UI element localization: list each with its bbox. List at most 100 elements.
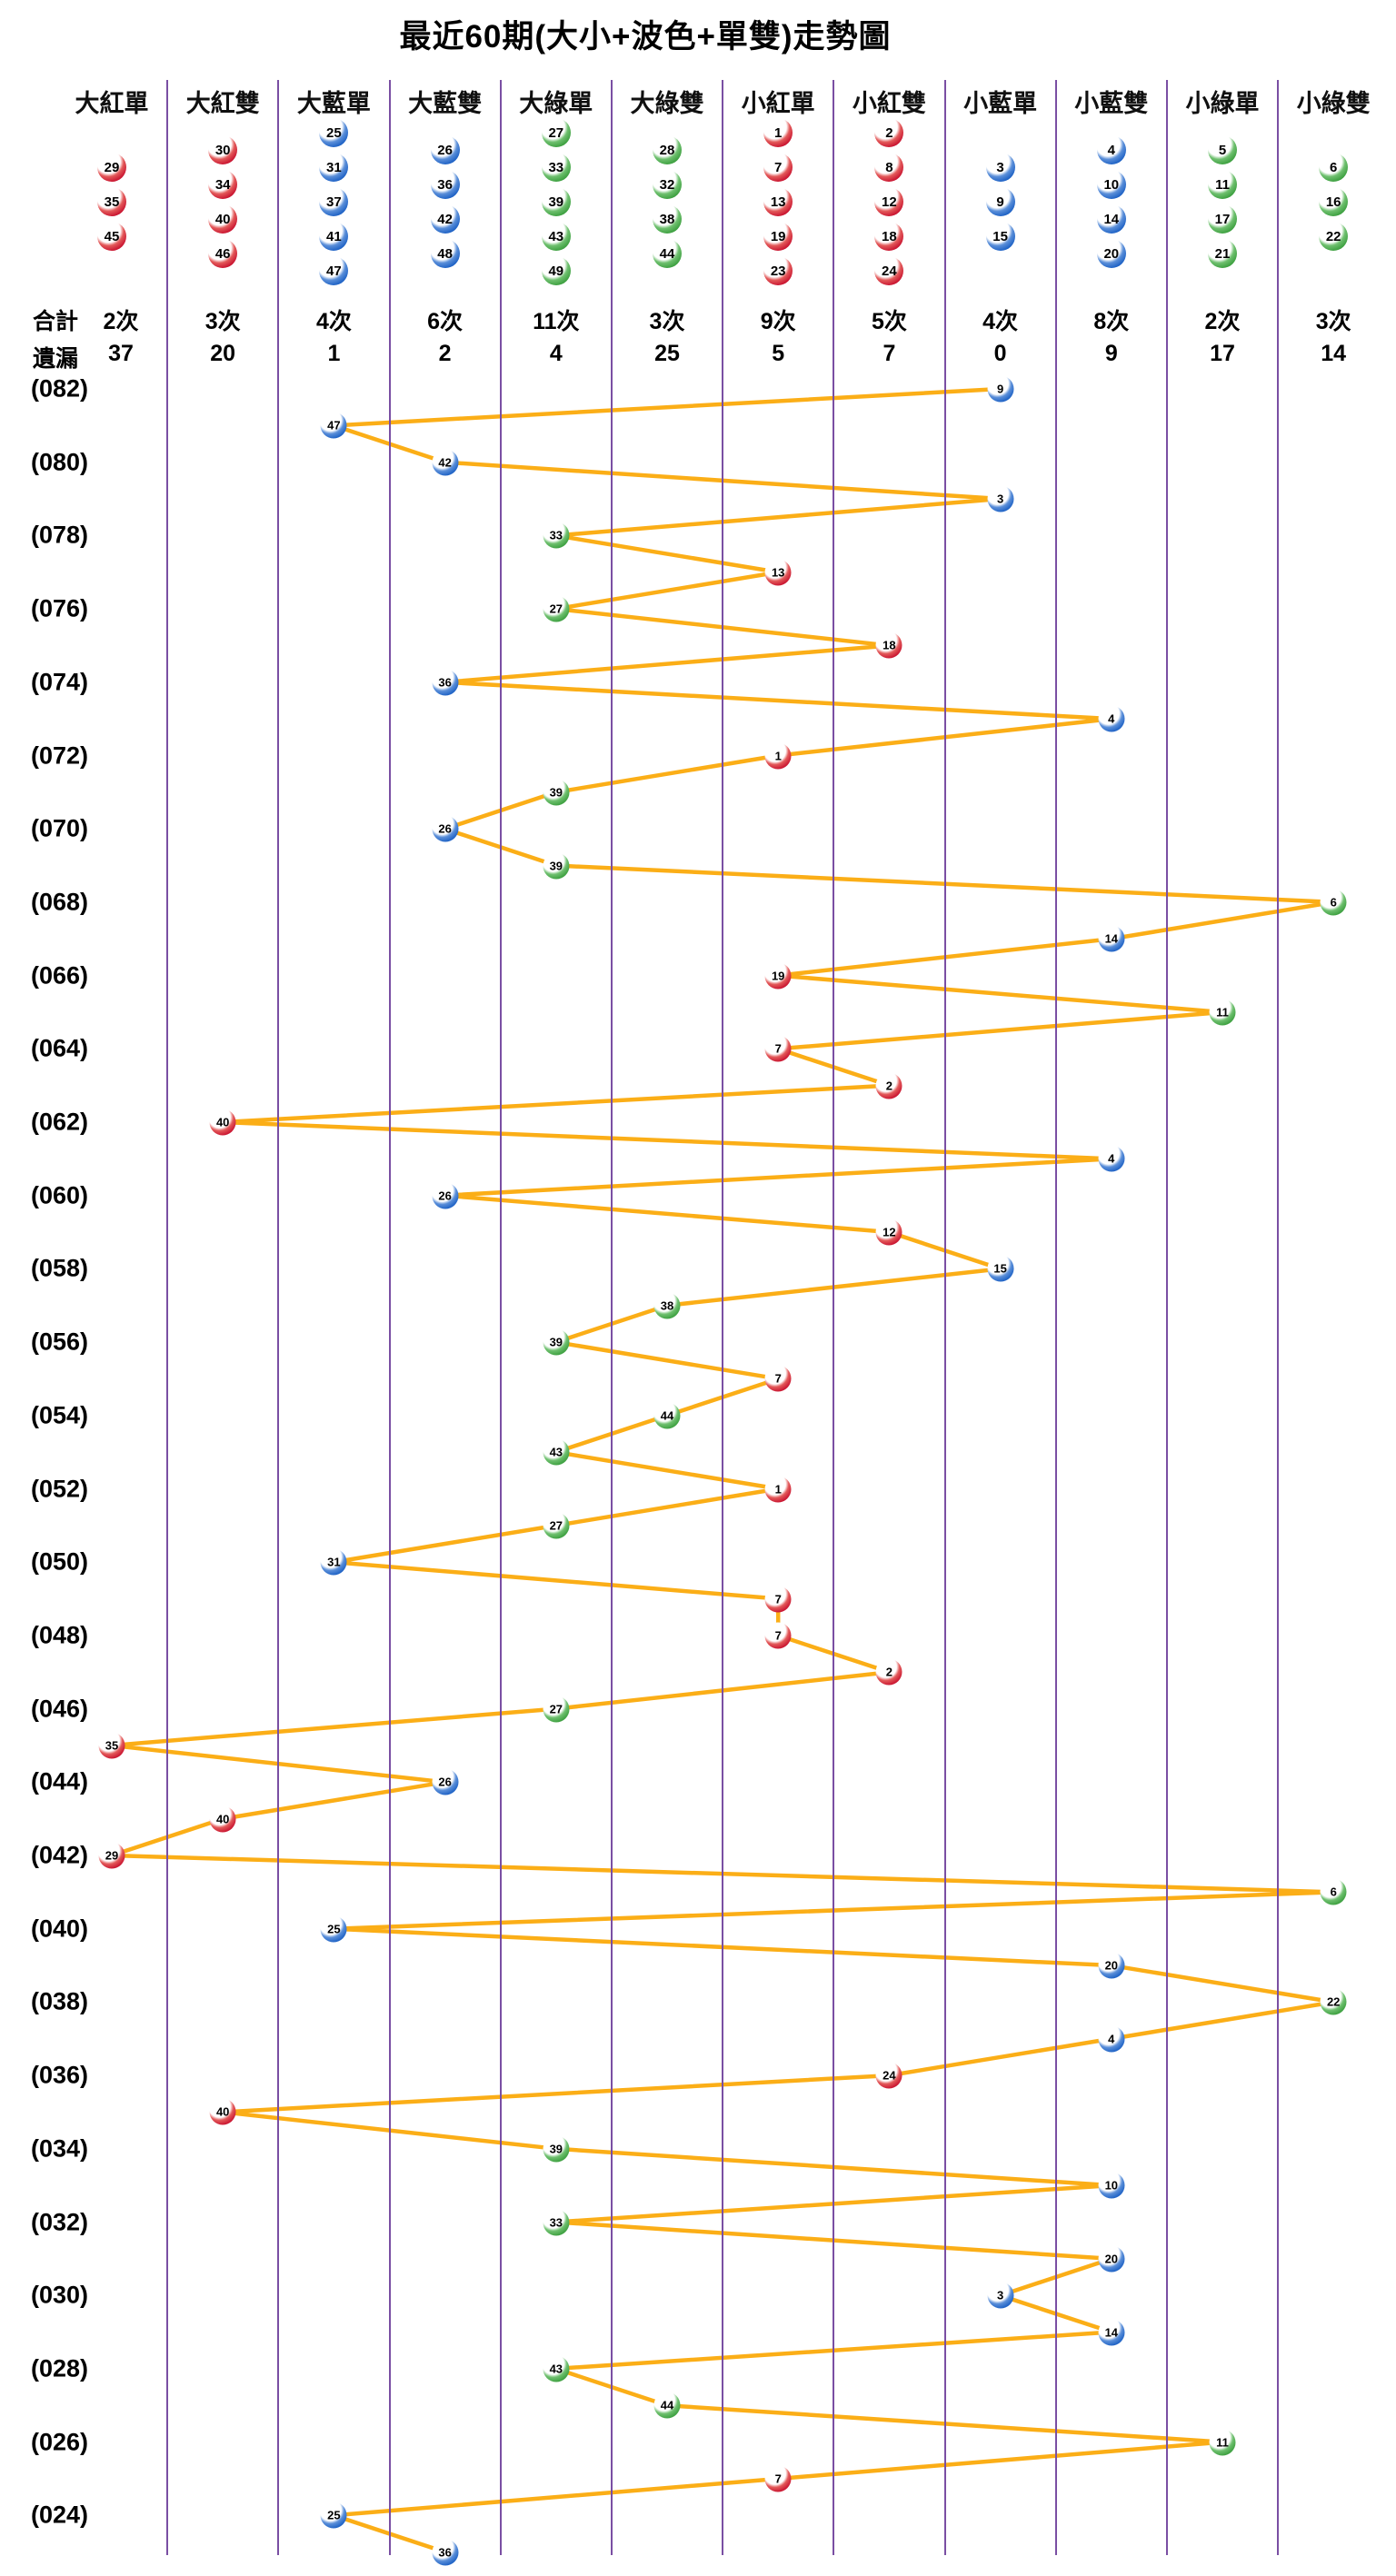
legend-ball: 41 xyxy=(319,222,349,251)
chart-ball-028: 43 xyxy=(543,2355,570,2382)
chart-ball-061: 4 xyxy=(1098,1145,1125,1172)
separator-line xyxy=(277,80,280,2555)
chart-ball-029: 14 xyxy=(1098,2319,1125,2346)
legend-ball: 11 xyxy=(1208,170,1237,199)
legend-ball: 21 xyxy=(1208,239,1237,268)
total-value: 11次 xyxy=(533,309,580,334)
period-label-030: (030) xyxy=(31,2281,89,2309)
legend-ball: 49 xyxy=(541,256,571,285)
separator-line xyxy=(1277,80,1280,2555)
chart-ball-046: 27 xyxy=(543,1696,570,1723)
chart-ball-080: 42 xyxy=(432,449,459,476)
column-header-3: 大藍單 xyxy=(296,90,371,117)
chart-ball-059: 12 xyxy=(875,1218,902,1246)
column-header-5: 大綠單 xyxy=(519,90,593,117)
period-label-042: (042) xyxy=(31,1841,89,1869)
total-value: 9次 xyxy=(760,309,796,334)
chart-ball-065: 11 xyxy=(1209,999,1236,1026)
chart-ball-057: 38 xyxy=(653,1292,681,1319)
legend-ball: 20 xyxy=(1096,239,1126,268)
chart-ball-047: 2 xyxy=(875,1658,902,1686)
chart-ball-036: 24 xyxy=(875,2062,902,2089)
legend-ball: 45 xyxy=(97,222,126,251)
column-header-4: 大藍雙 xyxy=(408,90,483,117)
period-label-072: (072) xyxy=(31,741,89,769)
period-label-044: (044) xyxy=(31,1767,89,1795)
legend-ball: 1 xyxy=(763,118,793,147)
miss-value: 17 xyxy=(1210,341,1235,366)
chart-ball-064: 7 xyxy=(764,1035,792,1062)
period-label-074: (074) xyxy=(31,668,89,696)
legend-ball: 33 xyxy=(541,153,571,182)
legend-ball: 37 xyxy=(319,187,349,216)
chart-ball-060: 26 xyxy=(432,1182,459,1209)
chart-ball-025: 7 xyxy=(764,2465,792,2492)
period-label-034: (034) xyxy=(31,2134,89,2163)
period-label-060: (060) xyxy=(31,1181,89,1209)
legend-ball: 30 xyxy=(208,135,238,164)
legend-ball: 27 xyxy=(541,118,571,147)
legend-ball: 10 xyxy=(1096,170,1126,199)
chart-ball-050: 31 xyxy=(320,1548,347,1576)
chart-ball-034: 39 xyxy=(543,2135,570,2163)
period-label-082: (082) xyxy=(31,374,89,403)
legend-ball: 32 xyxy=(653,170,682,199)
chart-ball-069: 39 xyxy=(543,852,570,880)
chart-ball-075: 18 xyxy=(875,632,902,659)
chart-ball-049: 7 xyxy=(764,1586,792,1613)
column-header-6: 大綠雙 xyxy=(630,90,704,117)
chart-ball-054: 44 xyxy=(653,1402,681,1429)
chart-ball-058: 15 xyxy=(987,1255,1014,1282)
total-value: 2次 xyxy=(1204,309,1241,334)
total-value: 3次 xyxy=(1315,309,1351,334)
miss-row-label: 遺漏 xyxy=(33,346,79,372)
chart-ball-043: 40 xyxy=(209,1805,236,1833)
legend-ball: 25 xyxy=(319,118,349,147)
chart-ball-072: 1 xyxy=(764,742,792,769)
period-label-038: (038) xyxy=(31,1987,89,2015)
period-label-054: (054) xyxy=(31,1401,89,1429)
chart-ball-079: 3 xyxy=(987,485,1014,512)
column-header-8: 小紅雙 xyxy=(852,90,926,117)
legend-ball: 48 xyxy=(430,239,460,268)
miss-value: 2 xyxy=(438,341,452,366)
column-header-9: 小藍單 xyxy=(963,90,1038,117)
chart-ball-067: 14 xyxy=(1098,925,1125,952)
period-label-032: (032) xyxy=(31,2208,89,2235)
miss-value: 14 xyxy=(1321,341,1347,366)
period-label-064: (064) xyxy=(31,1034,89,1062)
miss-value: 25 xyxy=(654,341,680,366)
total-value: 4次 xyxy=(315,309,352,334)
column-header-2: 大紅雙 xyxy=(185,90,260,117)
legend-ball: 18 xyxy=(874,222,904,251)
chart-ball-055: 7 xyxy=(764,1365,792,1392)
period-label-050: (050) xyxy=(31,1547,89,1576)
chart-ball-066: 19 xyxy=(764,962,792,990)
miss-value: 20 xyxy=(210,341,236,366)
total-value: 2次 xyxy=(103,309,139,334)
chart-ball-026: 11 xyxy=(1209,2429,1236,2456)
chart-ball-056: 39 xyxy=(543,1328,570,1356)
separator-line xyxy=(833,80,835,2555)
chart-ball-033: 10 xyxy=(1098,2172,1125,2199)
period-label-052: (052) xyxy=(31,1475,89,1502)
chart-ball-031: 20 xyxy=(1098,2245,1125,2273)
period-label-056: (056) xyxy=(31,1328,89,1356)
chart-ball-078: 33 xyxy=(543,522,570,549)
chart-ball-071: 39 xyxy=(543,779,570,806)
chart-ball-041: 6 xyxy=(1320,1878,1347,1905)
period-label-028: (028) xyxy=(31,2354,89,2382)
legend-ball: 13 xyxy=(763,187,793,216)
legend-ball: 42 xyxy=(430,204,460,234)
legend-ball: 4 xyxy=(1096,135,1126,164)
legend-ball: 31 xyxy=(319,153,349,182)
chart-ball-053: 43 xyxy=(543,1438,570,1466)
legend-ball: 16 xyxy=(1319,187,1349,216)
column-header-10: 小藍雙 xyxy=(1074,90,1149,117)
legend-ball: 39 xyxy=(541,187,571,216)
chart-ball-038: 22 xyxy=(1320,1988,1347,2015)
legend-ball: 19 xyxy=(763,222,793,251)
miss-value: 0 xyxy=(993,341,1007,366)
chart-ball-035: 40 xyxy=(209,2098,236,2125)
